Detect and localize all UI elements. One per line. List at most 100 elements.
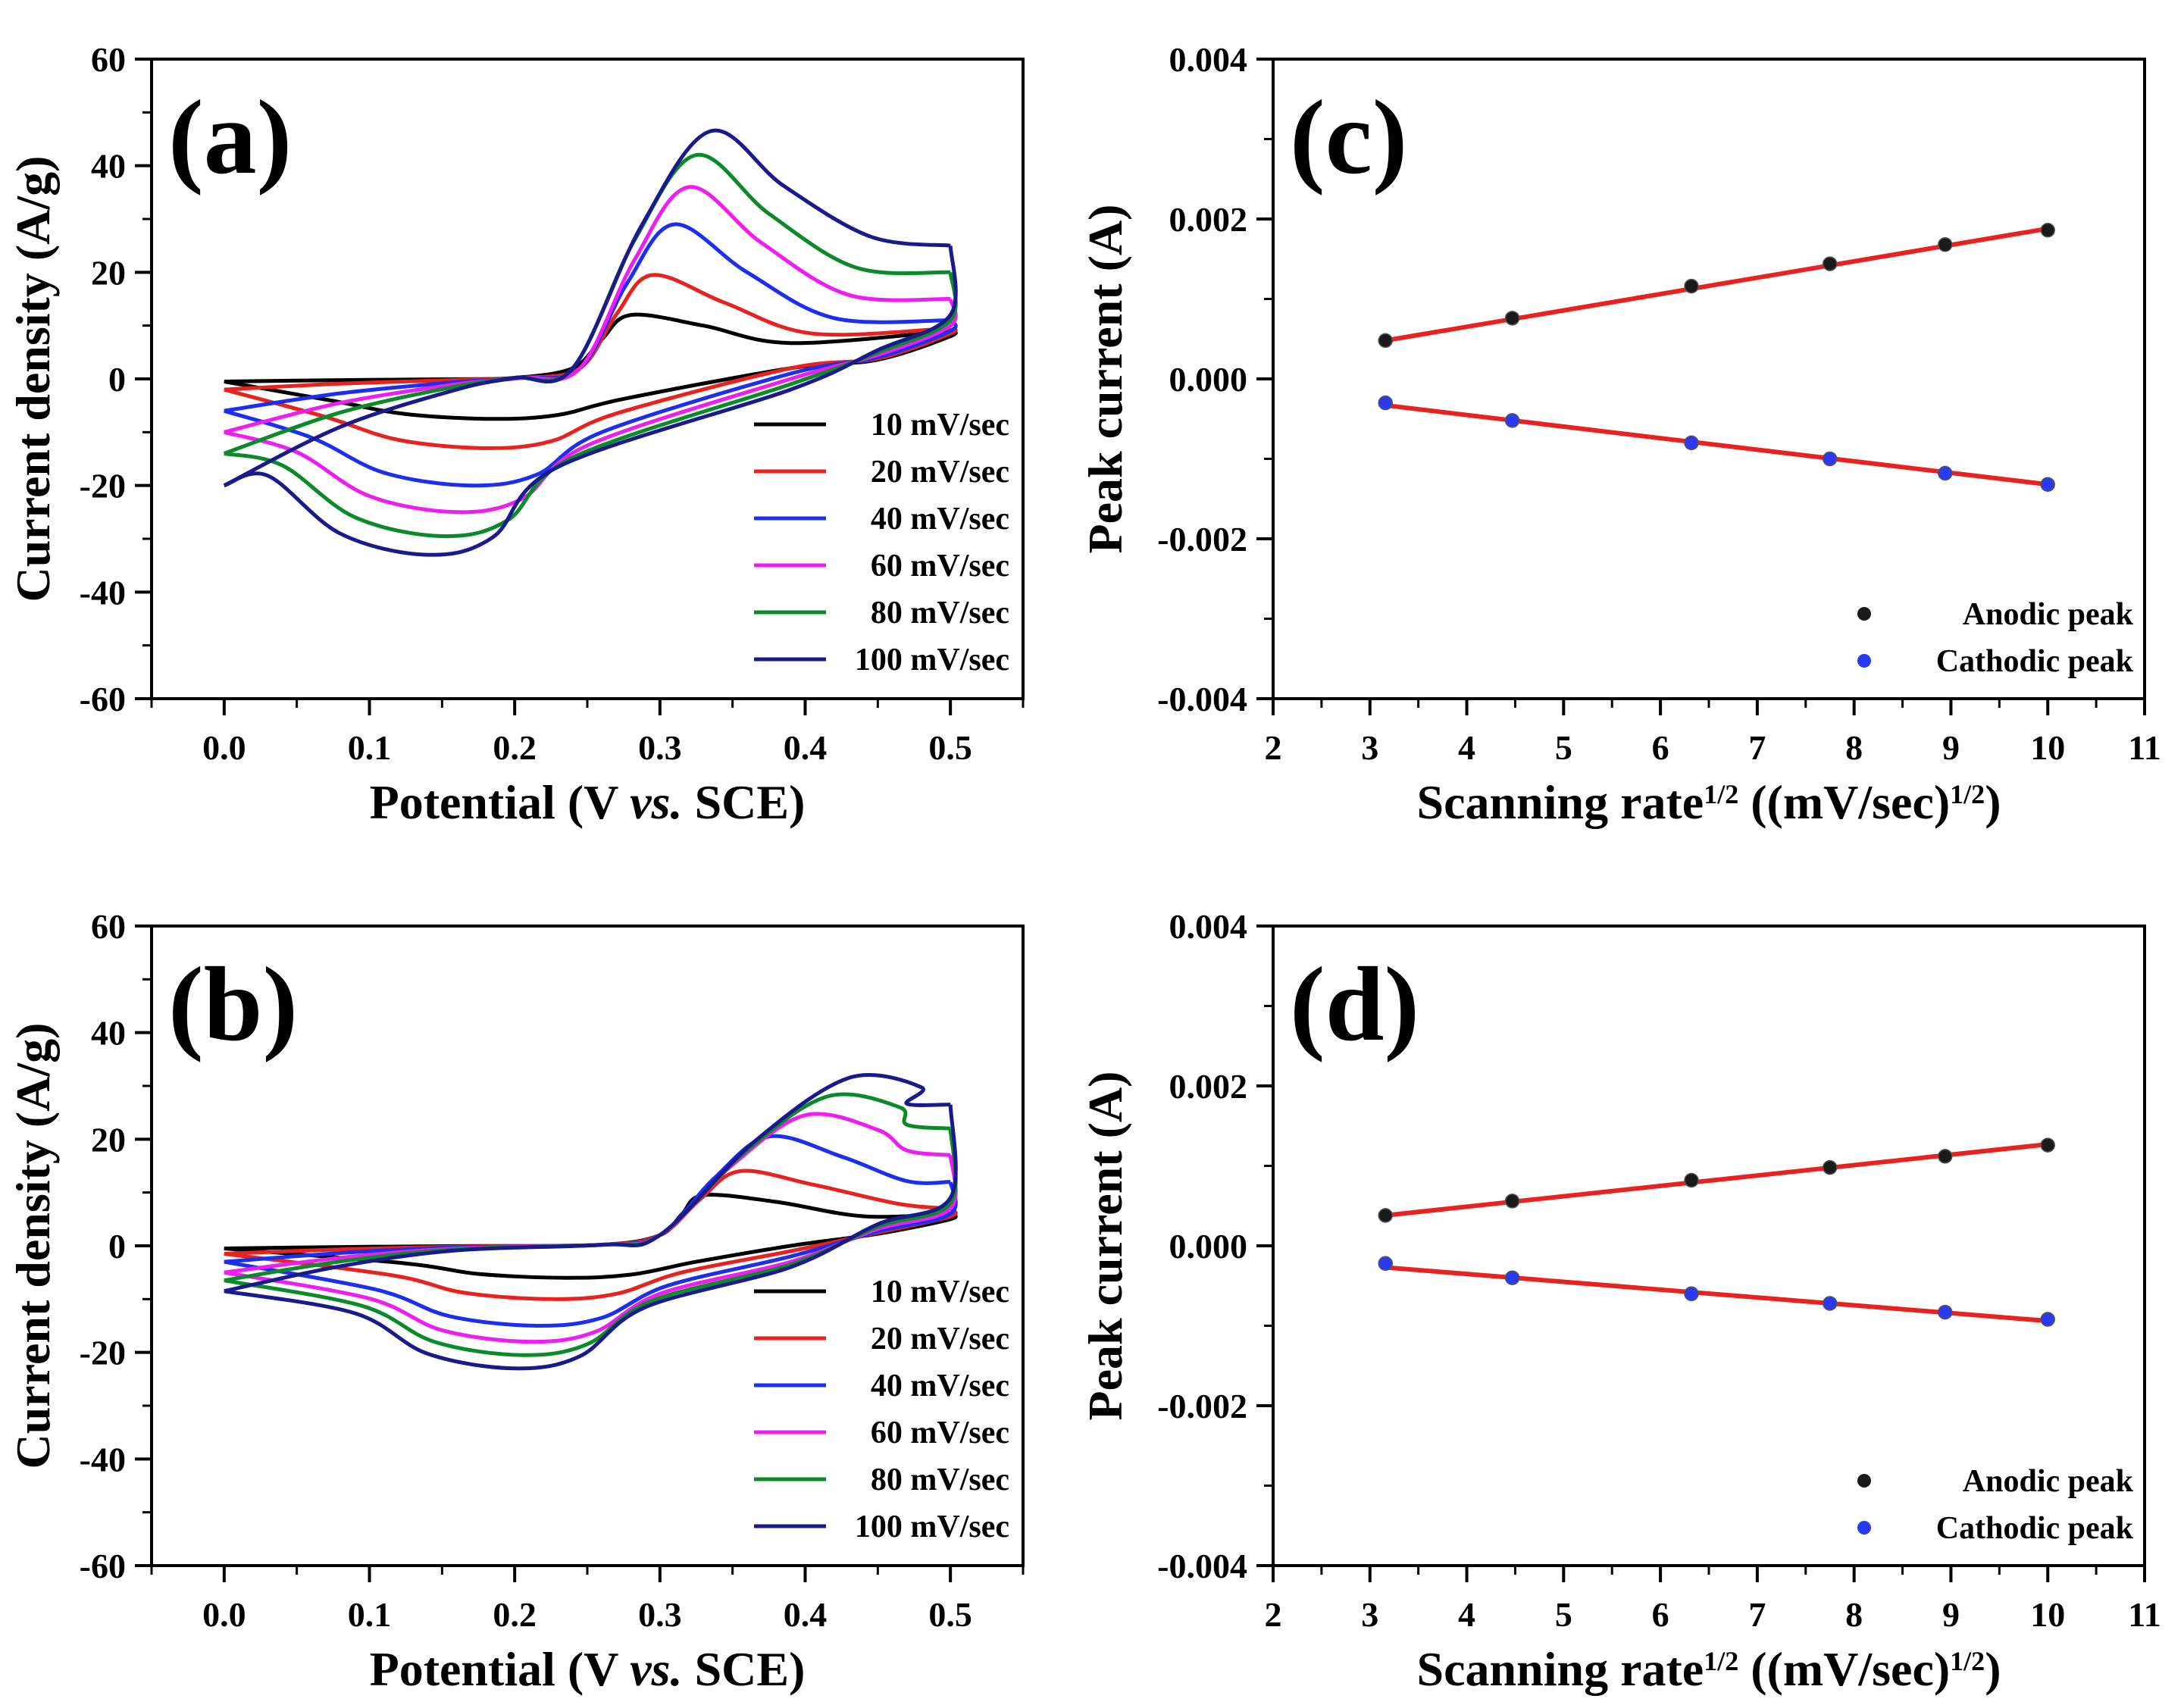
x-tick-label: 11 (2128, 1595, 2161, 1634)
x-tick-label: 7 (1748, 728, 1766, 767)
y-tick-label: 40 (91, 147, 126, 186)
cv-forward-scan-1 (224, 273, 951, 392)
fit-line-0 (1385, 1142, 2048, 1218)
panel-a: 0.0 0.1 0.2 0.3 0.4 0.5 -60 -40 -20 0 20 40 60 Potent… (6, 40, 1025, 829)
x-tick-label: 0.0 (202, 728, 246, 767)
data-point (1504, 413, 1520, 428)
legend-label: 100 mV/sec (855, 643, 1009, 677)
panel-label: (d) (1290, 946, 1419, 1063)
legend-label: Anodic peak (1963, 597, 2134, 632)
legend-label: Cathodic peak (1936, 644, 2134, 679)
data-point (1378, 1256, 1393, 1271)
y-tick-label: 0.004 (1169, 40, 1248, 79)
y-tick-label: -60 (80, 680, 126, 718)
x-tick-label: 0.0 (202, 1595, 246, 1634)
x-axis-label-part: 1/2 (1950, 779, 1985, 809)
data-point (1504, 1270, 1520, 1285)
y-tick-label: -20 (80, 1334, 126, 1372)
x-axis-label-part: ) (1985, 775, 2001, 829)
data-point (2040, 1137, 2055, 1153)
x-axis-label-part: vs. (630, 1642, 682, 1696)
y-tick-label: 0.002 (1169, 200, 1248, 239)
scatter-series (1378, 1137, 2055, 1327)
legend-label: 60 mV/sec (871, 1416, 1009, 1450)
data-point (1822, 1296, 1838, 1311)
y-tick-label: 60 (91, 907, 126, 946)
legend-label: 80 mV/sec (871, 1463, 1009, 1497)
legend: Anodic peak Cathodic peak (1857, 597, 2134, 679)
data-point (1938, 1304, 1953, 1320)
y-axis-label: Peak current (A) (1078, 205, 1132, 554)
legend: 10 mV/sec 20 mV/sec 40 mV/sec 60 mV/sec 80 m… (754, 1275, 1009, 1544)
x-tick-label: 5 (1555, 728, 1572, 767)
data-point (1938, 1149, 1953, 1164)
panel-b: 0.0 0.1 0.2 0.3 0.4 0.5 -60 -40 -20 0 20 40 60 Potent… (6, 907, 1025, 1696)
x-tick-label: 4 (1458, 1595, 1475, 1634)
x-tick-label: 2 (1265, 728, 1282, 767)
panel-c: 2 3 4 5 6 7 8 9 10 11 -0.004 -0.002 0.000 0.002 0.004 S… (1078, 40, 2161, 829)
legend-label: Anodic peak (1963, 1464, 2134, 1499)
legend: Anodic peak Cathodic peak (1857, 1464, 2134, 1546)
cv-reverse-scan-2 (224, 319, 958, 488)
data-point (1822, 256, 1838, 271)
y-tick-label: -20 (80, 467, 126, 505)
data-point (2040, 223, 2055, 238)
cv-forward-scan-3 (224, 185, 951, 434)
data-point (2040, 477, 2055, 493)
fit-line-0 (1385, 226, 2048, 343)
x-axis-label-part: SCE) (683, 775, 806, 829)
x-tick-label: 3 (1361, 1595, 1378, 1634)
legend-label: 100 mV/sec (855, 1510, 1009, 1544)
panel-label: (c) (1290, 79, 1407, 196)
x-tick-label: 10 (2030, 1595, 2065, 1634)
cv-reverse-scan-2 (224, 1181, 958, 1328)
y-tick-label: 0.002 (1169, 1067, 1248, 1106)
x-tick-label: 2 (1265, 1595, 1282, 1634)
data-point (1822, 1159, 1838, 1175)
legend-marker (1857, 1521, 1871, 1535)
cv-reverse-scan-5 (223, 246, 958, 557)
x-axis-label-part: ) (1985, 1642, 2001, 1696)
x-axis-label-part: vs. (630, 775, 682, 829)
scatter-series (1378, 223, 2055, 493)
x-tick-label: 0.5 (928, 1595, 972, 1634)
x-tick-label: 0.1 (348, 728, 392, 767)
x-axis-label-part: SCE) (683, 1642, 806, 1696)
y-tick-label: 40 (91, 1014, 126, 1053)
y-axis-label: Current density (A/g) (6, 156, 60, 602)
x-axis-label-part: Potential (V (370, 1642, 630, 1696)
x-axis-label: Scanning rate1/2 ((mV/sec)1/2) (1417, 1642, 2001, 1696)
data-point (1684, 1172, 1699, 1188)
y-tick-label: 0.000 (1169, 360, 1248, 399)
legend-label: 20 mV/sec (871, 455, 1009, 490)
cv-forward-scan-5 (224, 1073, 951, 1294)
data-point (1378, 333, 1393, 349)
x-tick-label: 9 (1942, 1595, 1960, 1634)
panel-label: (a) (168, 79, 292, 196)
cv-reverse-scan-5 (224, 1104, 958, 1371)
y-tick-label: 0 (108, 360, 126, 399)
x-tick-label: 0.4 (784, 728, 828, 767)
y-tick-label: 60 (91, 40, 126, 79)
data-point (1684, 278, 1699, 294)
panel-d: 2 3 4 5 6 7 8 9 10 11 -0.004 -0.002 0.000 0.002 0.004 S… (1078, 907, 2161, 1696)
x-axis-label-part: Scanning rate (1417, 775, 1704, 829)
x-axis-label: Potential (V vs. SCE) (370, 775, 806, 829)
y-tick-label: -60 (80, 1547, 126, 1585)
x-tick-label: 11 (2128, 728, 2161, 767)
x-tick-label: 0.5 (928, 728, 972, 767)
legend-label: 10 mV/sec (871, 408, 1009, 443)
legend-label: 60 mV/sec (871, 549, 1009, 583)
x-axis-label-part: ((mV/sec) (1738, 1642, 1950, 1696)
x-axis-label-part: Scanning rate (1417, 1642, 1704, 1696)
data-point (2040, 1312, 2055, 1327)
panel-label: (b) (168, 946, 298, 1063)
legend-label: 40 mV/sec (871, 1369, 1009, 1403)
x-axis-label: Potential (V vs. SCE) (370, 1642, 806, 1696)
legend-marker (1857, 1474, 1871, 1488)
x-axis-label-part: Potential (V (370, 775, 630, 829)
cv-forward-scan-5 (223, 128, 951, 487)
x-tick-label: 0.3 (638, 1595, 682, 1634)
y-axis-label: Peak current (A) (1078, 1072, 1132, 1421)
